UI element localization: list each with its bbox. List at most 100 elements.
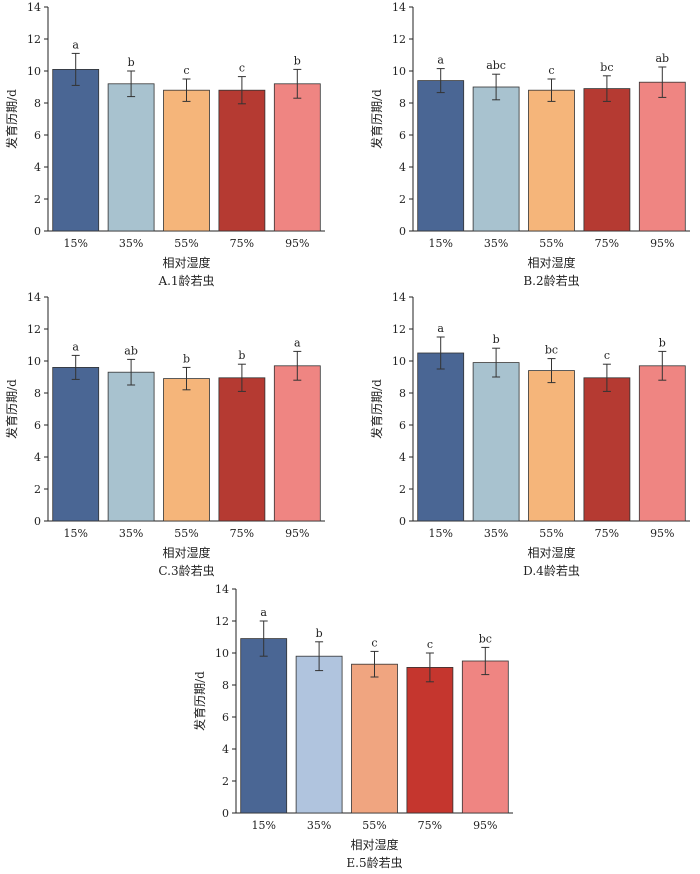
x-axis-title: 相对湿度 xyxy=(350,837,398,852)
bar xyxy=(218,377,266,522)
chart-panel-c: 0 2 4 6 8 10 12 14 a 15% ab 35% b 55% b 75% a 95% 相对湿度 C.3龄… xyxy=(0,290,340,580)
y-axis-title: 发育历期/d xyxy=(192,671,207,731)
y-tick-label: 12 xyxy=(215,615,229,628)
significance-letter: bc xyxy=(545,344,558,357)
bar xyxy=(472,86,520,232)
bar xyxy=(638,365,686,522)
chart-panel-e: 0 2 4 6 8 10 12 14 a 15% b 35% c 55% c 75% bc 95% 相对湿度 E.5龄… xyxy=(188,582,528,872)
y-tick-label: 2 xyxy=(399,483,406,496)
y-tick-label: 2 xyxy=(222,775,229,788)
chart-caption: A.1龄若虫 xyxy=(157,274,214,288)
y-tick-label: 8 xyxy=(222,679,229,692)
bar xyxy=(528,370,575,522)
chart-svg-e: 0 2 4 6 8 10 12 14 a 15% b 35% c 55% c 75% bc 95% 相对湿度 E.5龄… xyxy=(192,583,513,870)
y-tick-label: 14 xyxy=(392,291,406,304)
x-tick-label: 95% xyxy=(473,819,497,832)
significance-letter: bc xyxy=(600,61,613,74)
significance-letter: a xyxy=(437,54,444,67)
y-tick-label: 4 xyxy=(34,451,41,464)
bar xyxy=(52,367,100,522)
chart-caption: D.4龄若虫 xyxy=(523,564,580,578)
x-tick-label: 55% xyxy=(174,527,198,540)
y-tick-label: 8 xyxy=(34,97,41,110)
chart-svg-b: 0 2 4 6 8 10 12 14 a 15% abc 35% c 55% bc 75% ab 95% 相对湿度 B… xyxy=(369,1,690,288)
y-tick-label: 0 xyxy=(222,807,229,820)
x-tick-label: 95% xyxy=(285,527,309,540)
y-tick-label: 14 xyxy=(392,1,406,14)
significance-letter: a xyxy=(437,322,444,335)
y-tick-label: 12 xyxy=(27,33,41,46)
significance-letter: c xyxy=(548,64,554,77)
y-tick-label: 8 xyxy=(34,387,41,400)
x-tick-label: 15% xyxy=(428,237,452,250)
significance-letter: b xyxy=(238,349,245,362)
x-tick-label: 35% xyxy=(119,237,143,250)
significance-letter: bc xyxy=(479,632,492,645)
x-tick-label: 55% xyxy=(174,237,198,250)
significance-letter: a xyxy=(260,606,267,619)
bar xyxy=(273,83,321,232)
bar xyxy=(52,69,100,232)
x-tick-label: 75% xyxy=(595,237,619,250)
chart-caption: B.2龄若虫 xyxy=(523,274,579,288)
y-axis-title: 发育历期/d xyxy=(369,89,384,149)
x-tick-label: 55% xyxy=(539,527,563,540)
x-tick-label: 75% xyxy=(418,819,442,832)
y-tick-label: 2 xyxy=(34,193,41,206)
y-tick-label: 10 xyxy=(27,65,41,78)
significance-letter: abc xyxy=(486,59,506,72)
significance-letter: b xyxy=(493,333,500,346)
y-axis-title: 发育历期/d xyxy=(369,379,384,439)
bar xyxy=(528,89,575,232)
y-tick-label: 10 xyxy=(27,355,41,368)
y-tick-label: 0 xyxy=(399,515,406,528)
y-tick-label: 2 xyxy=(34,483,41,496)
chart-panel-d: 0 2 4 6 8 10 12 14 a 15% b 35% bc 55% c 75% b 95% 相对湿度 D.4龄… xyxy=(365,290,700,580)
x-tick-label: 95% xyxy=(650,527,674,540)
significance-letter: a xyxy=(72,38,79,51)
x-tick-label: 15% xyxy=(63,237,87,250)
significance-letter: ab xyxy=(655,52,669,65)
significance-letter: c xyxy=(239,62,245,75)
y-tick-label: 6 xyxy=(399,419,406,432)
x-tick-label: 55% xyxy=(362,819,386,832)
bar xyxy=(638,81,686,232)
bar xyxy=(406,667,454,814)
x-tick-label: 35% xyxy=(307,819,331,832)
x-tick-label: 75% xyxy=(230,527,254,540)
chart-panel-b: 0 2 4 6 8 10 12 14 a 15% abc 35% c 55% bc 75% ab 95% 相对湿度 B… xyxy=(365,0,700,290)
y-tick-label: 10 xyxy=(215,647,229,660)
bar xyxy=(583,88,631,232)
y-tick-label: 14 xyxy=(27,1,41,14)
y-tick-label: 0 xyxy=(34,515,41,528)
y-tick-label: 8 xyxy=(399,97,406,110)
y-tick-label: 14 xyxy=(27,291,41,304)
bar xyxy=(583,377,631,522)
bar xyxy=(472,362,520,522)
significance-letter: c xyxy=(604,349,610,362)
y-axis-title: 发育历期/d xyxy=(4,89,19,149)
bar xyxy=(107,371,155,522)
x-tick-label: 35% xyxy=(119,527,143,540)
significance-letter: c xyxy=(183,64,189,77)
y-tick-label: 4 xyxy=(34,161,41,174)
bar xyxy=(461,660,509,814)
x-tick-label: 75% xyxy=(595,527,619,540)
significance-letter: b xyxy=(294,54,301,67)
significance-letter: b xyxy=(128,56,135,69)
bar xyxy=(163,89,210,232)
significance-letter: b xyxy=(316,627,323,640)
x-tick-label: 95% xyxy=(650,237,674,250)
y-tick-label: 6 xyxy=(34,129,41,142)
y-tick-label: 10 xyxy=(392,65,406,78)
x-tick-label: 15% xyxy=(63,527,87,540)
chart-svg-a: 0 2 4 6 8 10 12 14 a 15% b 35% c 55% c 75% b 95% 相对湿度 A.1龄若… xyxy=(4,1,325,288)
bar xyxy=(351,663,398,814)
y-axis-title: 发育历期/d xyxy=(4,379,19,439)
bar xyxy=(295,655,343,814)
y-tick-label: 6 xyxy=(399,129,406,142)
y-tick-label: 6 xyxy=(222,711,229,724)
x-tick-label: 35% xyxy=(484,237,508,250)
x-tick-label: 95% xyxy=(285,237,309,250)
y-tick-label: 14 xyxy=(215,583,229,596)
